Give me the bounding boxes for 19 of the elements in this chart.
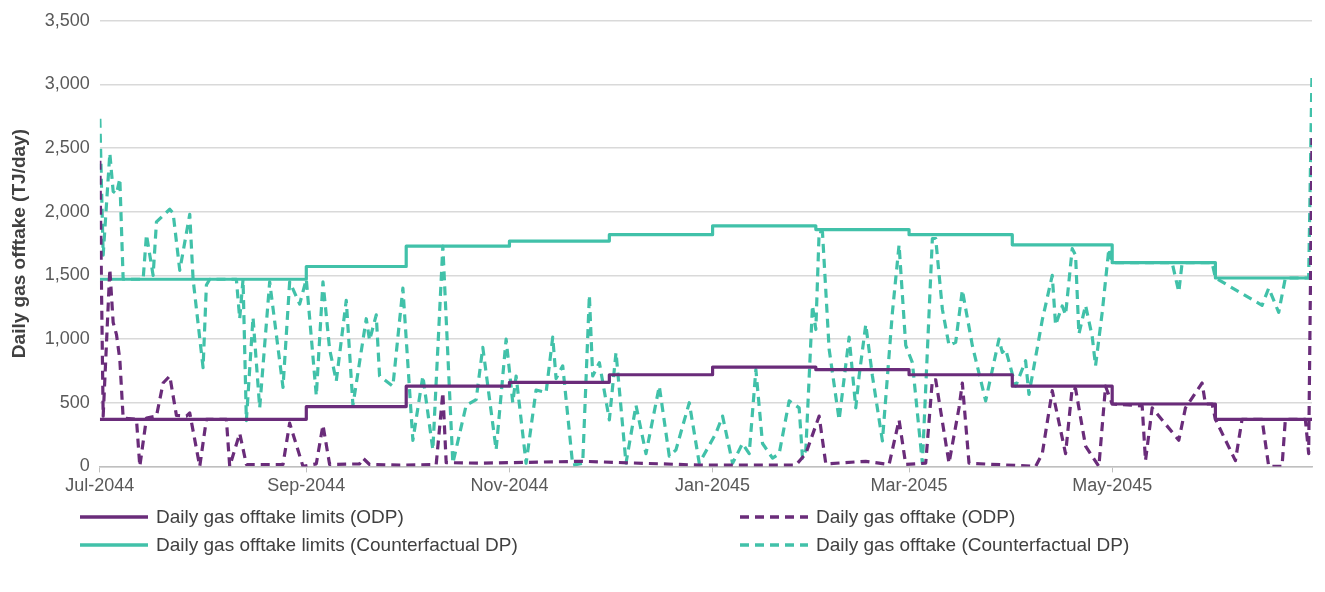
x-tick-label: Mar-2045	[870, 475, 948, 496]
y-tick-label: 1,000	[44, 328, 90, 349]
y-tick-label: 2,500	[44, 137, 90, 158]
y-tick-label: 3,000	[44, 73, 90, 94]
x-tick-label: Jul-2044	[65, 475, 135, 496]
x-tick-label: May-2045	[1072, 475, 1153, 496]
legend-label: Daily gas offtake (ODP)	[816, 506, 1016, 528]
y-tick-label: 0	[79, 455, 90, 476]
legend-label: Daily gas offtake limits (ODP)	[156, 506, 404, 528]
legend-label: Daily gas offtake (Counterfactual DP)	[816, 534, 1130, 556]
y-axis-title: Daily gas offtake (TJ/day)	[7, 129, 29, 359]
y-tick-label: 2,000	[44, 200, 90, 221]
legend-label: Daily gas offtake limits (Counterfactual DP)	[156, 534, 518, 556]
y-tick-label: 1,500	[44, 264, 90, 285]
y-tick-label: 500	[59, 391, 90, 412]
x-tick-label: Nov-2044	[470, 475, 549, 496]
x-tick-label: Sep-2044	[267, 475, 346, 496]
y-tick-label: 3,500	[44, 9, 90, 30]
x-tick-label: Jan-2045	[675, 475, 751, 496]
